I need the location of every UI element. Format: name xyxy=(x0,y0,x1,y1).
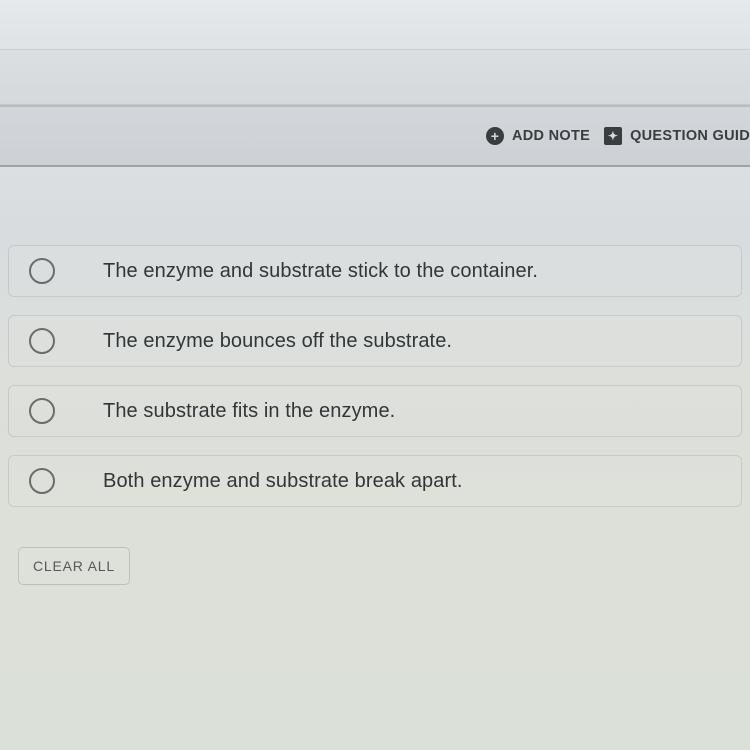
options-list: The enzyme and substrate stick to the co… xyxy=(0,167,750,585)
option-row[interactable]: The enzyme and substrate stick to the co… xyxy=(8,245,742,297)
radio-icon[interactable] xyxy=(29,258,55,284)
toolbar: + ADD NOTE ✦ QUESTION GUID xyxy=(0,105,750,167)
radio-icon[interactable] xyxy=(29,398,55,424)
second-band xyxy=(0,50,750,105)
option-text: The substrate fits in the enzyme. xyxy=(103,400,395,423)
option-row[interactable]: Both enzyme and substrate break apart. xyxy=(8,455,742,507)
radio-icon[interactable] xyxy=(29,468,55,494)
option-row[interactable]: The substrate fits in the enzyme. xyxy=(8,385,742,437)
option-text: Both enzyme and substrate break apart. xyxy=(103,470,463,493)
question-guide-button[interactable]: ✦ QUESTION GUID xyxy=(604,127,750,145)
radio-icon[interactable] xyxy=(29,328,55,354)
question-guide-label: QUESTION GUID xyxy=(630,128,750,144)
clear-all-button[interactable]: CLEAR ALL xyxy=(18,547,130,585)
add-note-button[interactable]: + ADD NOTE xyxy=(486,127,590,145)
top-band xyxy=(0,0,750,50)
option-row[interactable]: The enzyme bounces off the substrate. xyxy=(8,315,742,367)
plus-icon: + xyxy=(486,127,504,145)
bookmark-icon: ✦ xyxy=(604,127,622,145)
add-note-label: ADD NOTE xyxy=(512,128,590,144)
option-text: The enzyme and substrate stick to the co… xyxy=(103,260,538,283)
option-text: The enzyme bounces off the substrate. xyxy=(103,330,452,353)
